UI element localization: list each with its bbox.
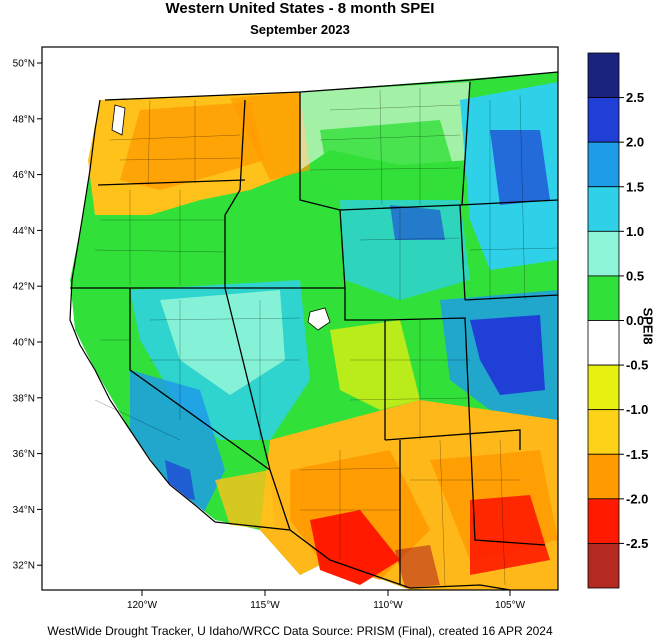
map-footer: WestWide Drought Tracker, U Idaho/WRCC D… [47, 624, 553, 638]
colorbar-swatch [587, 409, 620, 455]
latitude-axis: 50°N 48°N 46°N 44°N 42°N 40°N 38°N 36°N 34°N 32°N [13, 59, 42, 572]
map-frame [41, 46, 559, 591]
longitude-label: 120°W [127, 600, 158, 611]
longitude-label: 110°W [373, 600, 403, 611]
colorbar-label: 1.5 [626, 179, 644, 194]
latitude-label: 50°N [13, 59, 35, 70]
latitude-label: 46°N [13, 170, 35, 181]
colorbar-label: 1.0 [626, 224, 644, 239]
colorbar-swatch [587, 141, 620, 188]
puget-sound [111, 104, 126, 136]
latitude-label: 44°N [13, 226, 35, 237]
region-nm-extreme [470, 495, 550, 575]
colorbar-swatch [587, 186, 620, 232]
county-borders [94, 88, 558, 586]
region-idaho-panhandle [230, 92, 310, 180]
colorbar-swatch [587, 275, 620, 321]
latitude-label: 36°N [13, 449, 35, 460]
latitude-label: 34°N [13, 505, 35, 516]
colorbar-label: 2.5 [626, 90, 644, 105]
colorbar-title: SPEI8 [640, 307, 656, 345]
region-dakotas-deep [490, 130, 550, 205]
colorbar-label: -2.5 [626, 536, 648, 551]
latitude-label: 40°N [13, 338, 35, 349]
colorbar-label: -2.0 [626, 491, 648, 506]
colorbar-swatch [587, 230, 620, 277]
region-se-az-extreme [395, 545, 440, 588]
pacific-ocean [42, 47, 215, 590]
colorbar-swatch [587, 498, 620, 544]
state-borders [70, 81, 558, 585]
region-pnw-core [120, 102, 265, 190]
coastline [69, 99, 216, 523]
map-subtitle: September 2023 [250, 22, 350, 37]
colorbar-swatch [587, 52, 620, 98]
longitude-axis: 120°W 115°W 110°W 105°W [127, 590, 526, 611]
colorbar-label: 2.0 [626, 135, 644, 150]
map-title: Western United States - 8 month SPEI [165, 0, 435, 17]
latitude-label: 42°N [13, 282, 35, 293]
region-wyoming-deep [390, 205, 445, 240]
region-utah-dry [330, 320, 420, 410]
colorbar-label: 0.0 [626, 313, 644, 328]
region-sierra-wet [130, 370, 225, 520]
colorbar-label: -1.0 [626, 402, 648, 417]
colorbar-swatch [587, 320, 620, 366]
great-salt-lake [307, 307, 331, 331]
canada-mask [42, 47, 558, 100]
mexico-mask [210, 525, 300, 590]
canada-border [104, 71, 558, 101]
colorbar-swatch [587, 364, 620, 411]
colorbar-swatch [587, 453, 620, 500]
region-socal [215, 470, 275, 530]
longitude-label: 115°W [250, 600, 280, 611]
region-southwest-extreme [310, 510, 400, 585]
latitude-label: 48°N [13, 114, 35, 125]
region-nevada-core [160, 290, 285, 395]
region-montana-green [320, 120, 460, 200]
longitude-label: 105°W [495, 600, 526, 611]
colorbar-label: 0.5 [626, 268, 644, 283]
mexico-border [214, 521, 511, 590]
colorbar-label: -0.5 [626, 358, 648, 373]
colorbar-swatch [587, 543, 620, 589]
colorbar-swatch [587, 97, 620, 143]
colorbar-label: -1.5 [626, 447, 648, 462]
latitude-label: 32°N [13, 561, 35, 572]
latitude-label: 38°N [13, 393, 35, 404]
region-colorado-deep [470, 315, 545, 395]
